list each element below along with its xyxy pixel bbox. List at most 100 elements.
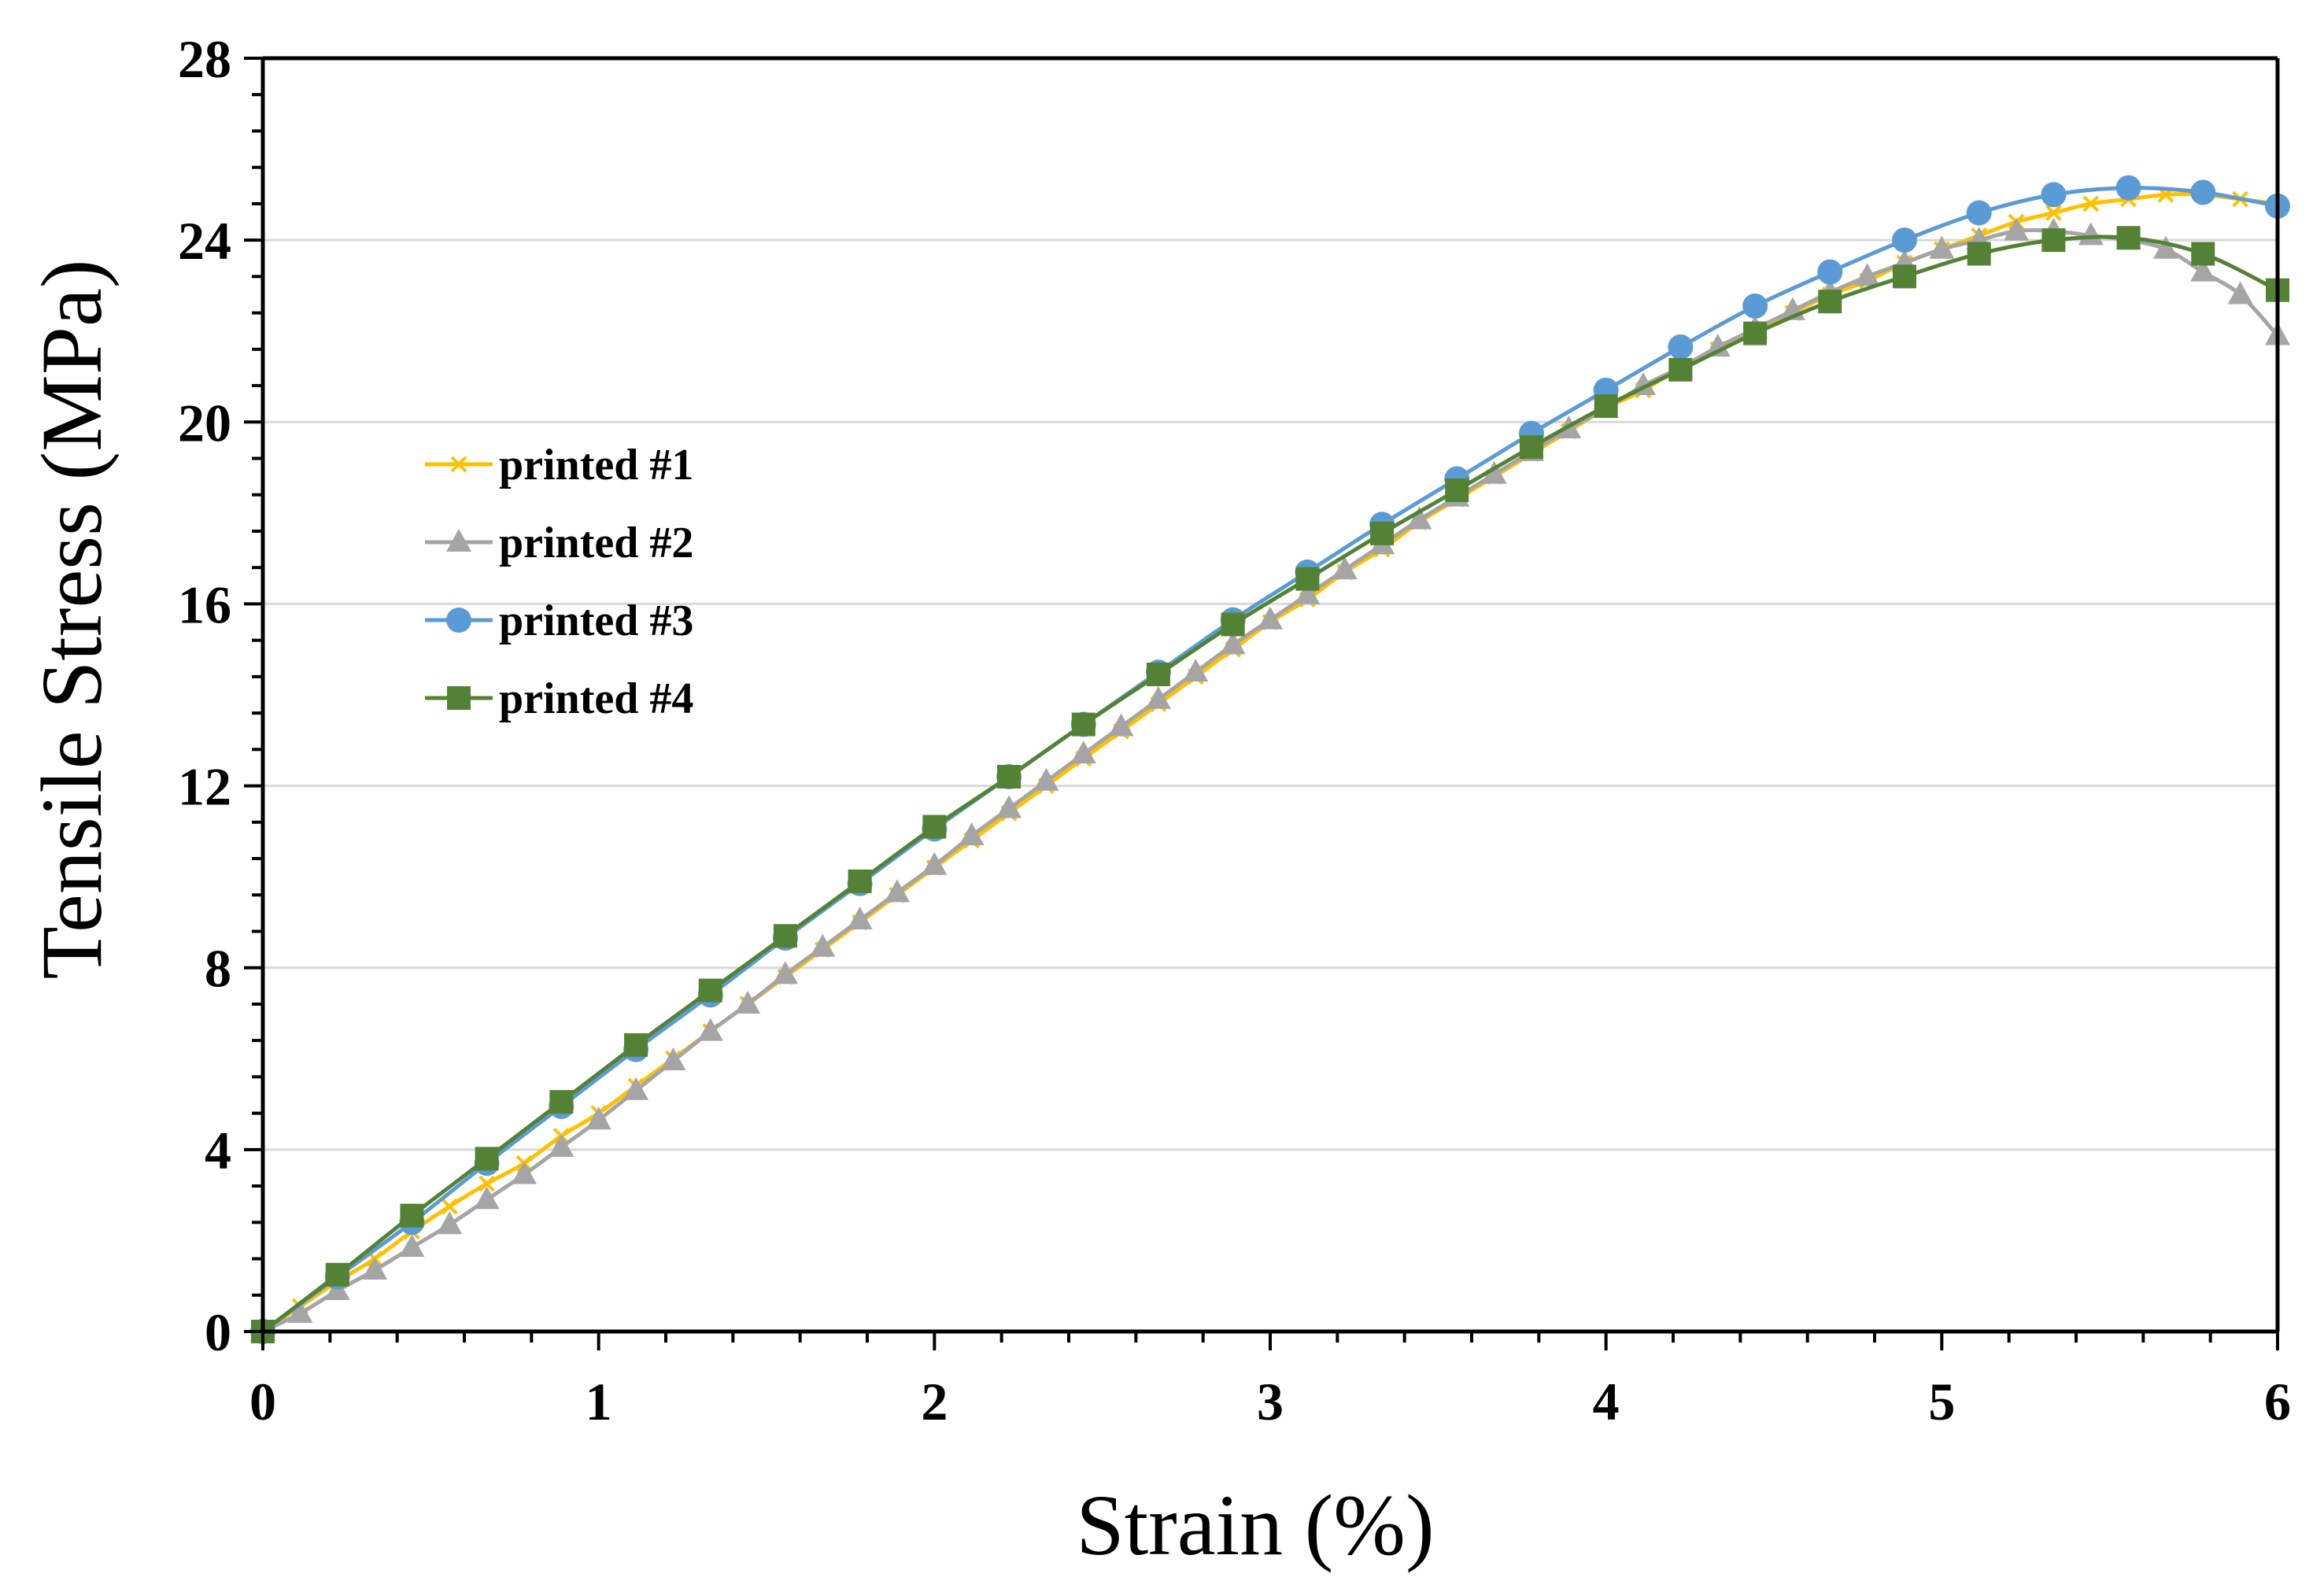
data-point — [1445, 478, 1469, 502]
series-line — [261, 235, 2279, 1333]
data-point — [325, 1262, 349, 1287]
series-line — [261, 227, 2279, 1334]
data-point — [810, 933, 836, 957]
y-tick-label: 28 — [178, 29, 231, 89]
data-point — [1967, 242, 1991, 266]
data-point — [1146, 662, 1170, 686]
y-tick-label: 24 — [178, 211, 231, 271]
data-point — [474, 1186, 500, 1210]
x-tick-label: 1 — [586, 1372, 612, 1431]
data-point — [697, 1018, 723, 1041]
y-tick-label: 4 — [205, 1121, 231, 1180]
data-point — [848, 869, 872, 893]
data-point — [437, 1211, 463, 1235]
data-point — [362, 1256, 388, 1280]
data-point — [2082, 195, 2100, 212]
y-tick-label: 20 — [178, 393, 231, 452]
legend-marker — [446, 608, 471, 633]
data-point — [2227, 281, 2253, 305]
data-point — [1481, 460, 1507, 484]
data-point — [400, 1203, 424, 1228]
data-point — [847, 907, 873, 930]
data-point — [1370, 521, 1395, 545]
data-point — [1854, 263, 1880, 286]
data-point — [549, 1090, 574, 1114]
data-point — [1519, 435, 1543, 460]
data-point — [884, 879, 910, 903]
series-printed-4 — [251, 226, 2289, 1343]
data-point — [623, 1077, 649, 1100]
data-point — [1742, 293, 1768, 319]
data-point — [441, 1198, 458, 1215]
legend: printed #1 printed #2 printed #3 printed #4 — [425, 441, 693, 723]
data-point — [2152, 235, 2178, 259]
x-tick-label: 0 — [249, 1372, 276, 1431]
y-tick-label: 0 — [205, 1302, 231, 1362]
data-point — [1406, 506, 1432, 530]
y-tick-label: 16 — [178, 574, 231, 634]
x-tick-label: 6 — [2264, 1372, 2291, 1431]
x-tick-label: 2 — [921, 1372, 948, 1431]
series-printed-2 — [250, 217, 2290, 1341]
data-point — [478, 1175, 496, 1192]
data-point — [2004, 217, 2030, 241]
data-point — [2041, 228, 2066, 253]
data-point — [475, 1147, 499, 1171]
legend-marker — [447, 686, 471, 710]
data-point — [772, 961, 798, 984]
y-axis-title: Tensile Stress (MPa) — [24, 260, 120, 980]
series-line — [261, 192, 2278, 1334]
data-point — [2191, 242, 2215, 266]
data-point — [2045, 205, 2062, 221]
data-point — [1705, 333, 1731, 356]
data-point — [1332, 556, 1358, 580]
data-point — [660, 1047, 686, 1071]
data-point — [1818, 290, 1842, 314]
legend-marker — [446, 529, 471, 552]
data-point — [959, 822, 985, 846]
data-point — [1070, 741, 1096, 764]
legend-label: printed #1 — [499, 441, 693, 489]
data-point — [1594, 394, 1618, 419]
data-point — [511, 1161, 537, 1184]
data-point — [1966, 200, 1992, 226]
data-point — [1891, 227, 1917, 253]
data-point — [1892, 264, 1916, 289]
legend-label: printed #2 — [499, 519, 693, 567]
legend-label: printed #4 — [499, 674, 693, 723]
data-point — [1295, 581, 1321, 604]
data-point — [287, 1299, 313, 1323]
legend-item: printed #3 — [425, 597, 693, 645]
data-point — [1668, 334, 1694, 360]
x-tick-label: 3 — [1257, 1372, 1284, 1431]
data-point — [1258, 606, 1283, 630]
series-printed-1 — [254, 186, 2286, 1340]
series-printed-3 — [250, 175, 2290, 1344]
data-point — [1929, 235, 1955, 259]
data-point — [399, 1234, 425, 1258]
legend-marker — [450, 456, 467, 473]
x-tick-label: 4 — [1593, 1372, 1620, 1431]
data-point — [1817, 259, 1843, 285]
data-point — [549, 1133, 575, 1157]
series-group — [250, 175, 2290, 1344]
data-point — [1221, 612, 1245, 637]
data-point — [2190, 258, 2216, 282]
data-point — [922, 851, 948, 875]
x-axis-title: Strain (%) — [1076, 1477, 1434, 1573]
data-point — [698, 978, 722, 1003]
y-tick-label: 12 — [178, 757, 231, 817]
data-point — [1220, 631, 1246, 655]
data-point — [586, 1106, 611, 1130]
legend-item: printed #4 — [425, 674, 693, 723]
data-point — [1295, 567, 1320, 591]
data-point — [735, 990, 761, 1014]
data-point — [2115, 175, 2141, 201]
data-point — [1108, 713, 1134, 737]
axes — [244, 56, 2280, 1350]
legend-item: printed #2 — [425, 519, 693, 567]
data-point — [1071, 712, 1095, 737]
data-point — [1743, 321, 1768, 345]
